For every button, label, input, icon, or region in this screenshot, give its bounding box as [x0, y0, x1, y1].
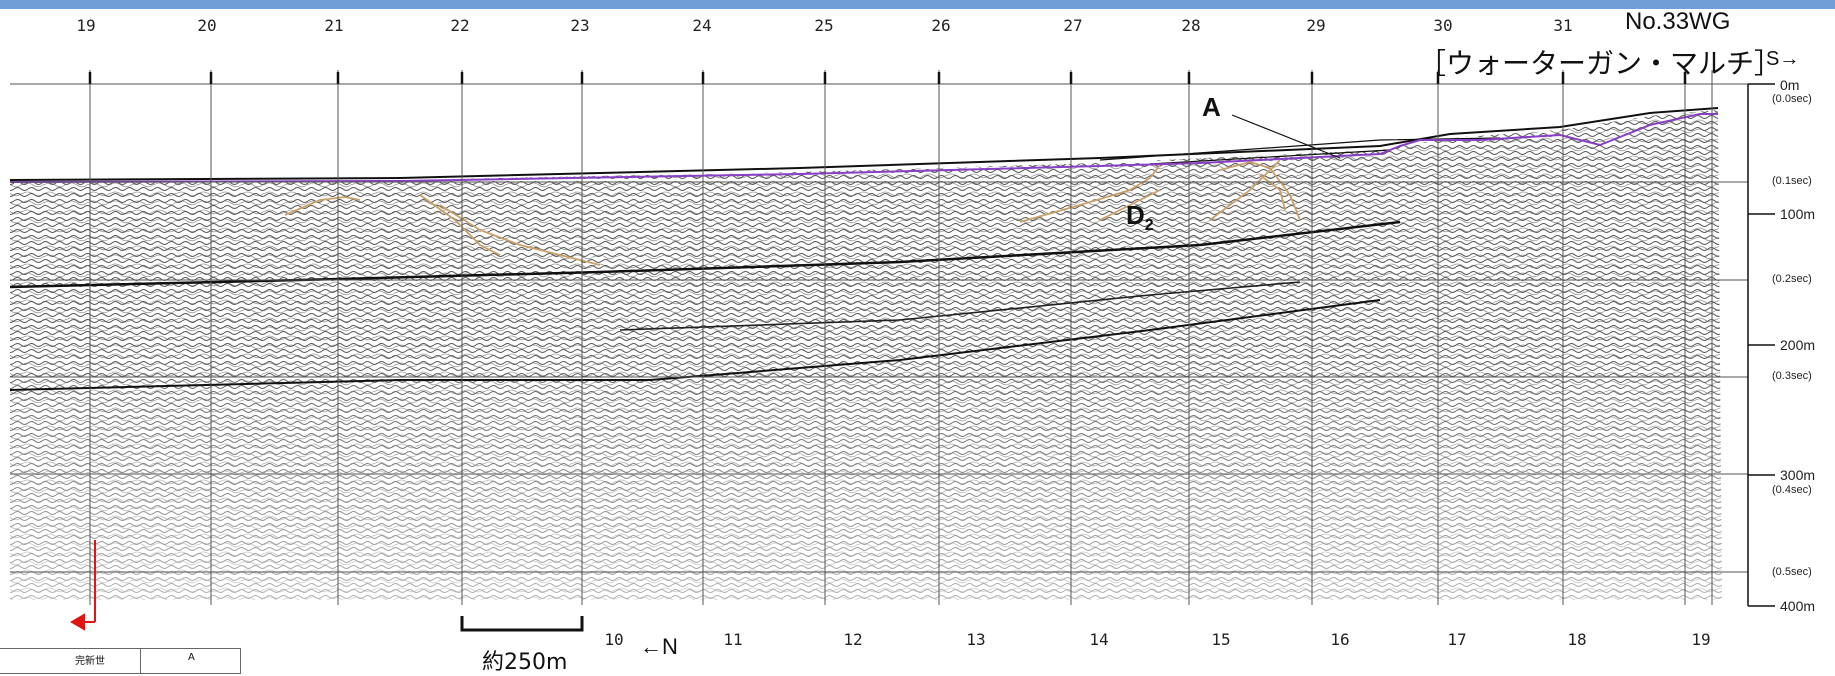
bottom-tick: 11: [723, 630, 743, 649]
legend-epoch: 完新世: [75, 656, 105, 667]
unit-d-subscript: 2: [1144, 217, 1154, 235]
profile-title: No.33WG: [1625, 8, 1731, 35]
bottom-tick: 16: [1330, 630, 1350, 649]
scale-bar: [460, 616, 584, 632]
depth-label: 0m: [1780, 77, 1800, 93]
depth-label: 100m: [1780, 206, 1816, 222]
time-label: (0.3sec): [1772, 370, 1812, 382]
direction-south: S→: [1766, 48, 1800, 70]
top-tick: 23: [570, 16, 590, 35]
time-label: (0.2sec): [1772, 273, 1812, 285]
unit-d-text: D: [1126, 200, 1145, 230]
depth-label: 300m: [1780, 467, 1816, 483]
top-tick: 30: [1433, 16, 1453, 35]
top-tick: 27: [1063, 16, 1083, 35]
depth-label: 400m: [1780, 598, 1816, 614]
top-tick: 28: [1181, 16, 1201, 35]
bottom-tick: 10: [604, 630, 624, 649]
bottom-tick: 19: [1691, 630, 1711, 649]
depth-axis: [1747, 83, 1775, 607]
bottom-tick: 13: [966, 630, 986, 649]
legend-unit: A: [188, 652, 195, 663]
reflector-a-label: A: [1202, 92, 1221, 122]
seafloor-line: [9, 113, 1718, 183]
top-tick: 19: [76, 16, 96, 35]
bottom-tick: 15: [1211, 630, 1231, 649]
top-tick: 25: [814, 16, 834, 35]
legend-table: 完新世 A: [0, 648, 241, 674]
top-tick: 24: [692, 16, 712, 35]
scale-bar-label: 約250m: [482, 650, 568, 675]
time-label: (0.4sec): [1772, 484, 1812, 496]
bottom-tick: 12: [843, 630, 863, 649]
time-label: (0.0sec): [1772, 93, 1812, 105]
unit-d2-label: D2: [1126, 200, 1154, 235]
top-tick: 20: [197, 16, 217, 35]
fault-lines: [284, 159, 1301, 266]
top-tick: 31: [1553, 16, 1573, 35]
bottom-tick: 18: [1567, 630, 1587, 649]
depth-label: 200m: [1780, 337, 1816, 353]
direction-north: ←N: [640, 634, 678, 659]
top-tick: 22: [450, 16, 470, 35]
bottom-tick: 17: [1447, 630, 1467, 649]
time-label: (0.5sec): [1772, 566, 1812, 578]
top-tick: 21: [324, 16, 344, 35]
top-tick: 29: [1306, 16, 1326, 35]
bottom-tick: 14: [1089, 630, 1109, 649]
top-tick: 26: [931, 16, 951, 35]
profile-subtitle: ［ウォーターガン・マルチ］: [1418, 47, 1783, 80]
position-marker: [70, 540, 96, 631]
top-banner: [0, 0, 1835, 9]
time-label: (0.1sec): [1772, 175, 1812, 187]
